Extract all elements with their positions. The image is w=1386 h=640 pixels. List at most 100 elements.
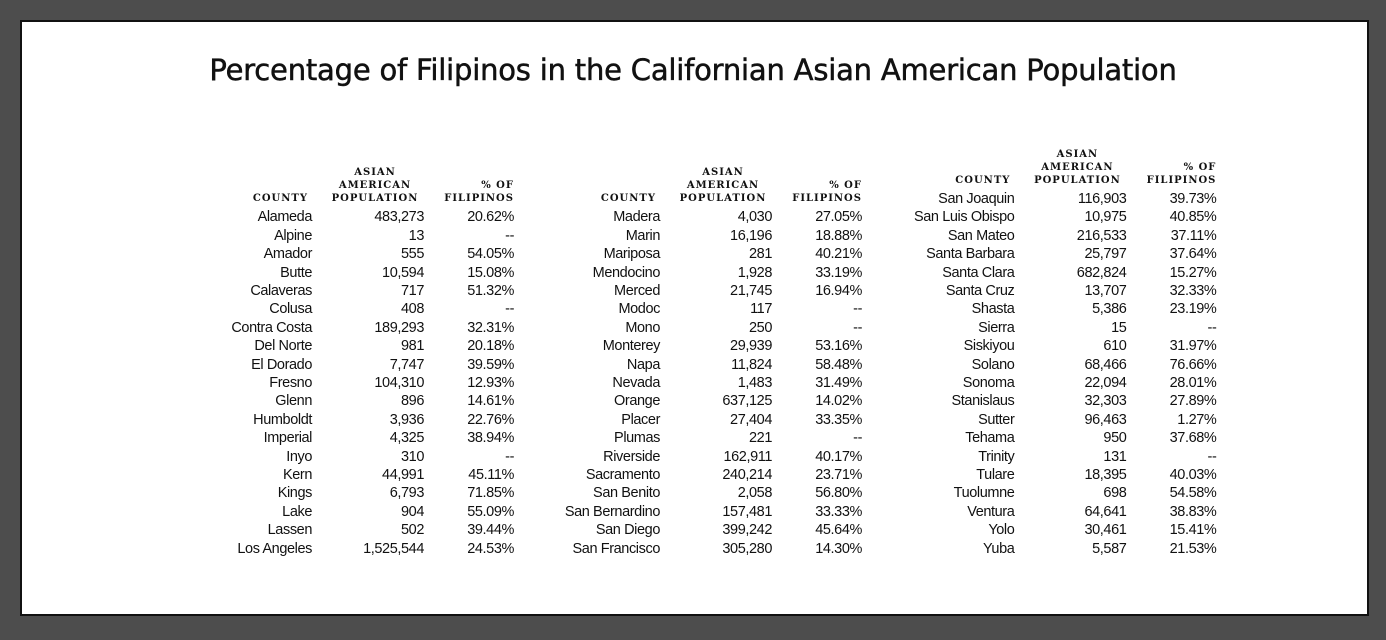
- table-row: El Dorado 7,747 39.59%: [212, 356, 514, 374]
- filipino-percent-cell: 15.41%: [1169, 522, 1217, 539]
- population-cell: 21,745: [730, 282, 772, 299]
- county-cell: Alpine: [274, 227, 312, 244]
- county-cell: Los Angeles: [237, 540, 312, 557]
- table-row: Solano 68,466 76.66%: [914, 356, 1217, 374]
- population-cell: 18,395: [1084, 466, 1127, 483]
- population-cell: 2,058: [737, 485, 773, 502]
- population-cell: 950: [1103, 430, 1127, 447]
- population-cell: 15: [1111, 319, 1127, 336]
- population-cell: 610: [1103, 338, 1127, 355]
- county-cell: Madera: [613, 209, 660, 226]
- filipino-percent-cell: 39.44%: [467, 522, 514, 539]
- table-row: Lassen 502 39.44%: [212, 521, 515, 539]
- population-cell: 25,797: [1084, 246, 1127, 263]
- population-cell: 5,587: [1092, 540, 1127, 557]
- header-population-line-2: AMERICAN: [338, 180, 412, 192]
- table-row: Butte 10,594 15.08%: [212, 264, 514, 282]
- population-cell: 1,525,544: [363, 540, 424, 557]
- county-cell: Alameda: [257, 209, 313, 226]
- filipino-percent-cell: 15.08%: [467, 264, 514, 281]
- population-cell: 189,293: [374, 319, 424, 336]
- filipino-percent-cell: 12.93%: [467, 374, 514, 391]
- header-filipinos: % OF FILIPINOS: [772, 166, 862, 208]
- table-row: Modoc 117 --: [560, 300, 862, 318]
- header-population-line-1: ASIAN: [1056, 148, 1099, 160]
- county-cell: Amador: [263, 246, 313, 263]
- header-population: ASIAN AMERICAN POPULATION: [660, 166, 772, 208]
- filipino-percent-cell: 51.32%: [467, 282, 514, 299]
- county-cell: Glenn: [275, 393, 312, 410]
- county-cell: Santa Cruz: [945, 282, 1015, 299]
- table-row: Sierra 15 --: [914, 319, 1217, 337]
- table-row: Calaveras 717 51.32%: [212, 282, 514, 300]
- table-row: Napa 11,824 58.48%: [560, 356, 862, 374]
- county-cell: Yuba: [982, 540, 1015, 557]
- table-row: Yuba 5,587 21.53%: [914, 540, 1217, 558]
- table-row: Riverside 162,911 40.17%: [560, 448, 862, 466]
- county-cell: Inyo: [286, 448, 312, 465]
- county-cell: Mono: [625, 319, 660, 336]
- filipino-percent-cell: 31.49%: [815, 374, 862, 391]
- population-cell: 1,928: [737, 264, 773, 281]
- table-row: Kern 44,991 45.11%: [212, 466, 514, 484]
- population-cell: 64,641: [1084, 503, 1127, 520]
- filipino-percent-cell: 23.19%: [1169, 301, 1217, 318]
- filipino-percent-cell: 14.61%: [467, 393, 514, 410]
- page-title: Percentage of Filipinos in the Californi…: [209, 53, 1177, 88]
- table-body: Madera 4,030 27.05% Marin 16,196 18.88% Maripo…: [560, 208, 863, 558]
- table-block-2: COUNTY ASIAN AMERICAN POPULATION % OF FILIP…: [560, 166, 863, 558]
- county-cell: Nevada: [612, 374, 660, 391]
- filipino-percent-cell: --: [505, 448, 514, 465]
- population-cell: 6,793: [389, 485, 425, 502]
- population-cell: 162,911: [723, 448, 772, 465]
- filipino-percent-cell: 31.97%: [1169, 338, 1217, 355]
- county-cell: Kern: [282, 466, 312, 483]
- filipino-percent-cell: 58.48%: [815, 356, 862, 373]
- county-cell: San Bernardino: [564, 503, 661, 520]
- filipino-percent-cell: 33.35%: [815, 411, 862, 428]
- county-cell: Fresno: [269, 374, 312, 391]
- filipino-percent-cell: 18.88%: [815, 227, 862, 244]
- table-row: Ventura 64,641 38.83%: [914, 503, 1217, 521]
- population-cell: 310: [401, 448, 424, 465]
- header-population: ASIAN AMERICAN POPULATION: [1014, 148, 1126, 190]
- table-row: Plumas 221 --: [560, 429, 862, 447]
- population-cell: 981: [401, 338, 424, 355]
- filipino-percent-cell: 23.71%: [815, 466, 862, 483]
- header-county: COUNTY: [252, 193, 308, 205]
- filipino-percent-cell: 27.05%: [815, 209, 862, 226]
- filipino-percent-cell: 54.58%: [1169, 485, 1217, 502]
- filipino-percent-cell: 37.68%: [1169, 430, 1217, 447]
- filipino-percent-cell: 37.64%: [1169, 246, 1217, 263]
- table-body: Alameda 483,273 20.62% Alpine 13 -- Amador 555 5…: [212, 208, 514, 558]
- filipino-percent-cell: 21.53%: [1169, 540, 1217, 557]
- county-cell: Kings: [277, 485, 313, 502]
- table-row: Siskiyou 610 31.97%: [914, 337, 1217, 355]
- header-row: COUNTY ASIAN AMERICAN POPULATION % OF FILIP…: [212, 166, 514, 208]
- table-row: Tehama 950 37.68%: [914, 429, 1217, 447]
- filipino-percent-cell: 40.17%: [815, 448, 862, 465]
- table-row: Santa Cruz 13,707 32.33%: [914, 282, 1217, 300]
- table-row: Tuolumne 698 54.58%: [914, 484, 1217, 502]
- population-cell: 104,310: [374, 374, 424, 391]
- table-row: San Benito 2,058 56.80%: [560, 484, 862, 502]
- filipino-percent-cell: 53.16%: [815, 338, 862, 355]
- filipino-percent-cell: --: [853, 301, 862, 318]
- county-cell: Modoc: [618, 301, 660, 318]
- table-row: Colusa 408 --: [212, 300, 514, 318]
- table-row: Madera 4,030 27.05%: [560, 208, 862, 226]
- county-table-2: COUNTY ASIAN AMERICAN POPULATION % OF FILIP…: [560, 166, 863, 558]
- filipino-percent-cell: 28.01%: [1169, 374, 1217, 391]
- table-row: Kings 6,793 71.85%: [212, 484, 515, 502]
- filipino-percent-cell: 37.11%: [1170, 227, 1217, 244]
- county-cell: Shasta: [971, 301, 1015, 318]
- filipino-percent-cell: 24.53%: [467, 540, 514, 557]
- table-row: Merced 21,745 16.94%: [560, 282, 862, 300]
- filipino-percent-cell: 14.30%: [815, 540, 862, 557]
- county-table-1: COUNTY ASIAN AMERICAN POPULATION % OF FILIP…: [212, 166, 514, 558]
- filipino-percent-cell: --: [505, 227, 514, 244]
- table-row: Santa Barbara 25,797 37.64%: [914, 245, 1217, 263]
- county-cell: Orange: [614, 393, 660, 410]
- county-cell: El Dorado: [251, 356, 312, 373]
- table-body: San Joaquin 116,903 39.73% San Luis Obispo 1…: [914, 190, 1217, 558]
